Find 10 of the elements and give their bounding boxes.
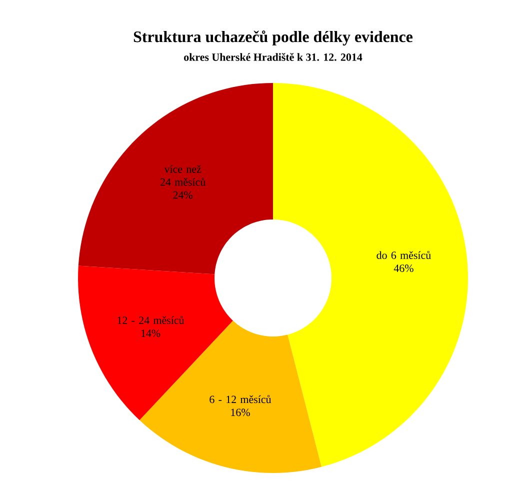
chart-title: Struktura uchazečů podle délky evidence bbox=[134, 30, 413, 46]
data-label: 16% bbox=[231, 408, 250, 416]
data-label: 46% bbox=[394, 264, 414, 272]
data-label: 24% bbox=[173, 191, 192, 199]
chart-subtitle: okres Uherské Hradiště k 31. 12. 2014 bbox=[184, 53, 362, 61]
data-label: 14% bbox=[141, 330, 160, 337]
slice-label: více než 24 měsíců bbox=[160, 165, 206, 186]
slice-label: do 6 měsíců bbox=[376, 250, 431, 259]
slice-label: 12 - 24 měsíců bbox=[118, 316, 184, 324]
slice-label: 6 - 12 měsíců bbox=[210, 395, 272, 404]
